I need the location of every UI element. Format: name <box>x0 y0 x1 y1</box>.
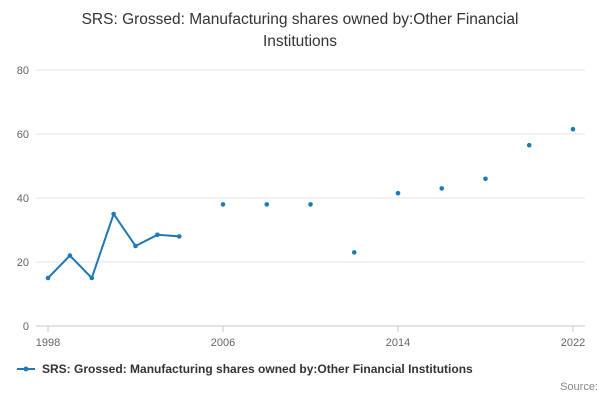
data-point-marker <box>526 142 532 148</box>
data-point-marker <box>439 186 445 191</box>
legend-item[interactable]: SRS: Grossed: Manufacturing shares owned… <box>16 362 473 376</box>
series-line-segment <box>134 233 159 247</box>
data-point-marker <box>395 190 401 196</box>
y-axis-tick-label: 40 <box>17 193 29 205</box>
data-point-marker <box>67 253 73 258</box>
data-point-marker <box>570 126 576 132</box>
y-axis-tick-label: 20 <box>17 257 29 269</box>
data-point-marker <box>351 250 357 255</box>
plot-area: 0 20 40 60 80 1998 2006 2014 2022 <box>17 65 585 349</box>
data-point-marker <box>133 243 138 249</box>
series-line-segment <box>156 233 181 238</box>
x-axis-tick-label: 2014 <box>386 337 410 349</box>
data-point-marker <box>111 211 116 217</box>
data-point-marker <box>176 234 182 239</box>
data-point-marker <box>155 232 160 238</box>
data-point-marker <box>483 176 488 182</box>
data-point-marker <box>308 202 313 207</box>
data-point-marker <box>264 202 270 207</box>
x-axis-tick-label: 1998 <box>36 337 60 349</box>
legend-line-marker-icon <box>17 366 35 372</box>
legend-label: SRS: Grossed: Manufacturing shares owned… <box>42 362 473 376</box>
y-axis-tick-label: 60 <box>17 129 29 141</box>
chart-title: SRS: Grossed: Manufacturing shares owned… <box>81 11 519 50</box>
data-point-marker <box>45 275 51 281</box>
source-label: Source: <box>560 381 598 393</box>
series-line-segment <box>68 254 93 279</box>
x-axis-tick-label: 2022 <box>561 337 585 349</box>
y-axis-tick-label: 80 <box>17 65 29 77</box>
series-line-segment <box>90 213 115 279</box>
x-axis-tick-label: 2006 <box>211 337 235 349</box>
series-line-segment <box>112 213 137 247</box>
y-axis-tick-label: 0 <box>23 321 29 333</box>
data-point-marker <box>89 275 95 281</box>
data-point-marker <box>220 202 226 207</box>
series-line-segment <box>47 254 71 279</box>
